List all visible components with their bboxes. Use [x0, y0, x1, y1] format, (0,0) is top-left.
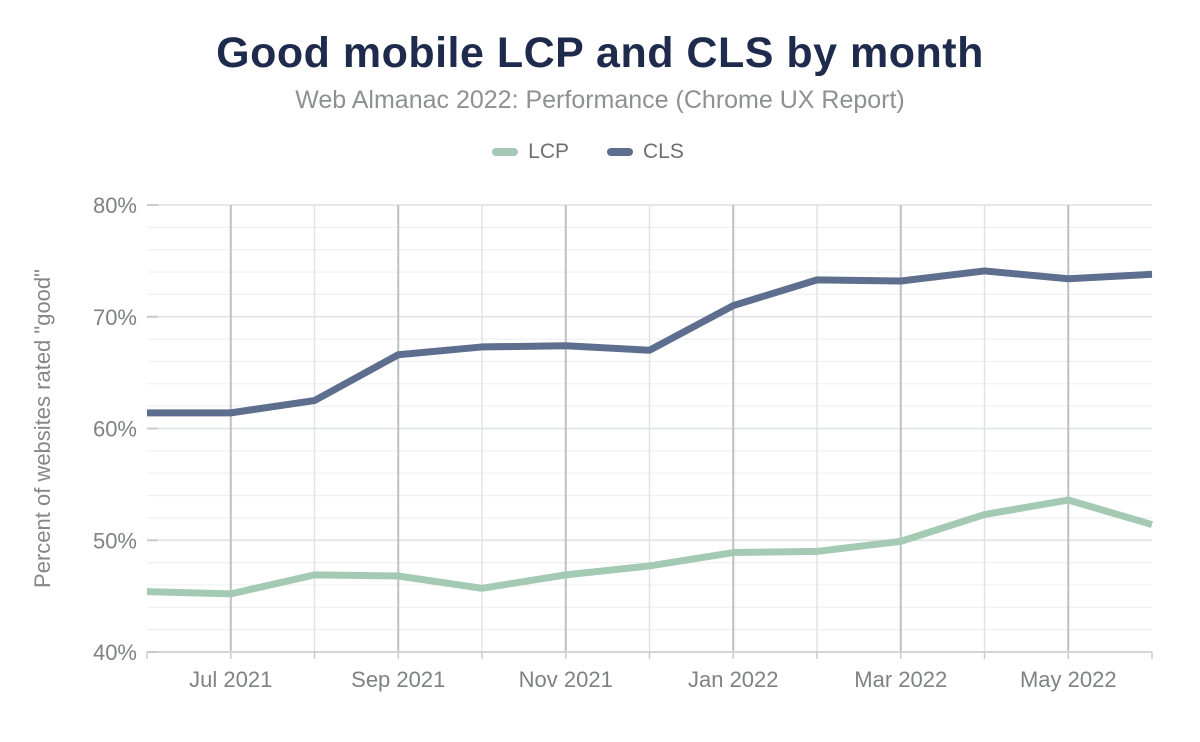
y-tick-label: 80% — [93, 193, 137, 218]
x-tick-label: Mar 2022 — [854, 667, 947, 692]
cls-legend-label: CLS — [643, 140, 684, 163]
lcp-series-line — [146, 496, 1153, 598]
x-tick-label: Jul 2021 — [189, 667, 272, 692]
chart-legend: LCP CLS — [0, 141, 1188, 162]
legend-item-cls: CLS — [607, 141, 684, 162]
x-tick-label: Nov 2021 — [519, 667, 613, 692]
cls-series-swatch — [607, 147, 633, 156]
x-tick-label: Jan 2022 — [688, 667, 779, 692]
y-tick-label: 50% — [93, 528, 137, 553]
chart-subtitle: Web Almanac 2022: Performance (Chrome UX… — [295, 86, 905, 114]
x-tick-label: May 2022 — [1020, 667, 1117, 692]
y-axis-title: Percent of websites rated "good" — [30, 269, 55, 588]
lcp-legend-label: LCP — [528, 140, 569, 163]
y-tick-label: 40% — [93, 640, 137, 665]
x-tick-label: Sep 2021 — [351, 667, 445, 692]
cls-series-line — [147, 267, 1153, 417]
y-tick-label: 60% — [93, 417, 137, 442]
chart-title: Good mobile LCP and CLS by month — [216, 29, 984, 77]
legend-item-lcp: LCP — [492, 141, 569, 162]
y-tick-label: 70% — [93, 305, 137, 330]
lcp-series-swatch — [492, 147, 519, 156]
